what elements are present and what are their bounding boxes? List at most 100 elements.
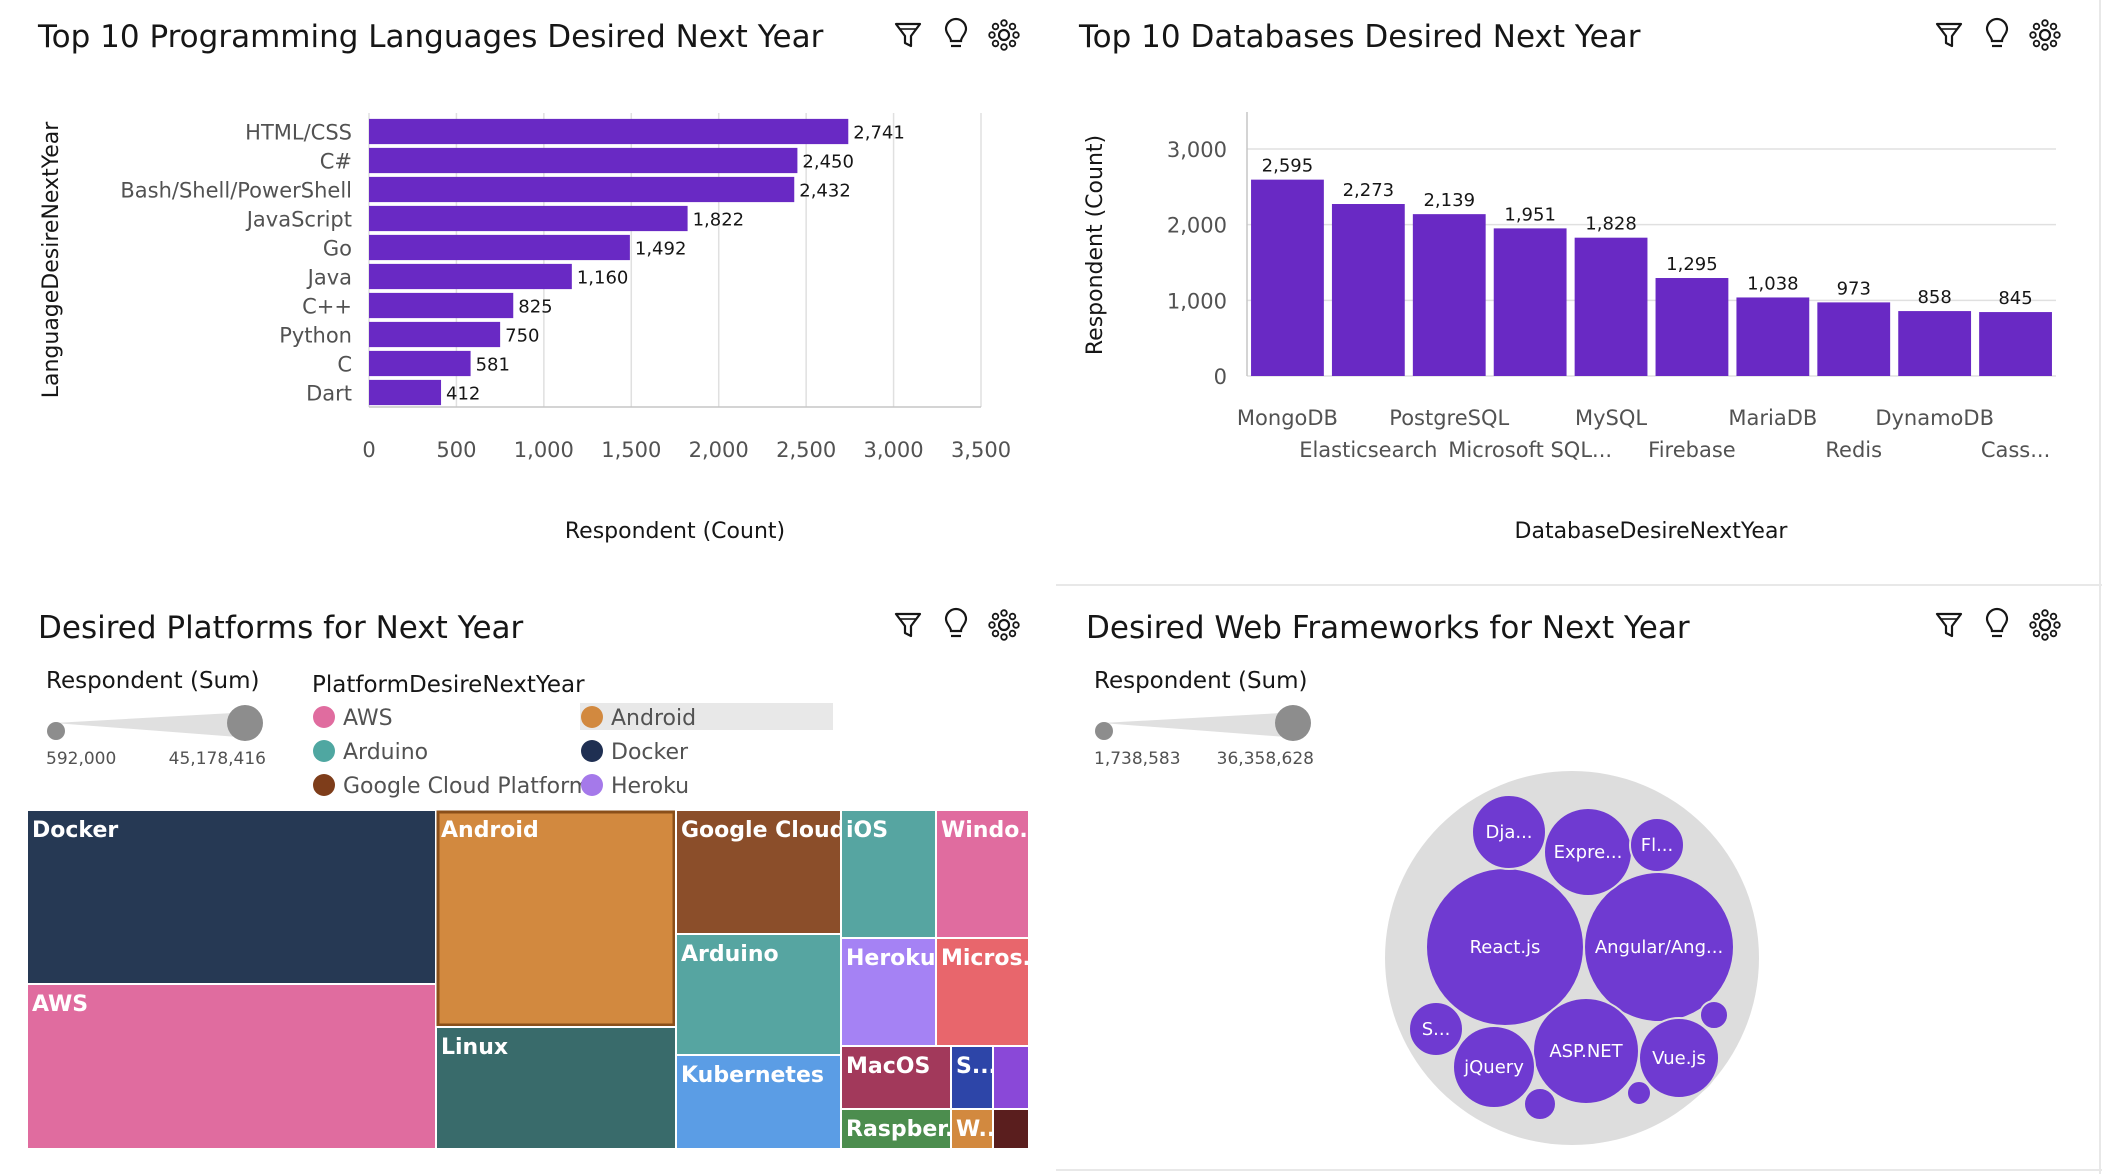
lightbulb-icon[interactable] — [944, 17, 968, 48]
settings-icon-dot — [2029, 31, 2037, 39]
legend-swatch[interactable] — [581, 706, 603, 728]
bar[interactable] — [369, 263, 572, 290]
lightbulb-icon[interactable] — [1985, 607, 2009, 638]
settings-icon-dot — [2032, 612, 2041, 621]
settings-icon-dot — [1000, 633, 1008, 641]
filter-icon[interactable] — [894, 612, 922, 638]
treemap-tile[interactable] — [992, 1108, 1030, 1150]
languages-title: Top 10 Programming Languages Desired Nex… — [37, 19, 824, 55]
y-tick-label: 3,000 — [1167, 138, 1227, 162]
bar[interactable] — [1574, 237, 1648, 376]
bar[interactable] — [369, 147, 798, 174]
settings-icon[interactable] — [2029, 19, 2061, 51]
bar[interactable] — [1979, 312, 2052, 376]
bar[interactable] — [369, 118, 849, 145]
legend-label: Heroku — [611, 774, 689, 799]
legend-swatch[interactable] — [313, 706, 335, 728]
treemap-tile[interactable] — [435, 1026, 677, 1150]
bar[interactable] — [1493, 228, 1567, 376]
settings-icon-dot — [1008, 39, 1017, 48]
bubble-label: Angular/Ang... — [1595, 937, 1723, 958]
settings-icon-dot — [988, 621, 996, 629]
filter-icon[interactable] — [1935, 612, 1963, 638]
y-tick-label: Python — [279, 324, 352, 348]
bar[interactable] — [1817, 302, 1891, 376]
size-legend-min-marker — [47, 722, 65, 740]
bar[interactable] — [369, 292, 514, 319]
settings-icon-dot — [2041, 43, 2049, 51]
treemap-tile[interactable] — [840, 1108, 952, 1150]
filter-icon-shape — [894, 612, 922, 638]
filter-icon-shape — [1935, 612, 1963, 638]
tile-label: Arduino — [681, 942, 779, 967]
lightbulb-icon[interactable] — [1985, 17, 2009, 48]
settings-icon-dot — [2053, 31, 2061, 39]
treemap-tile[interactable] — [435, 809, 677, 1028]
lightbulb-icon[interactable] — [944, 607, 968, 638]
data-label: 2,139 — [1423, 190, 1475, 211]
legend-swatch[interactable] — [313, 740, 335, 762]
size-legend-max-marker — [227, 705, 263, 741]
bar[interactable] — [369, 205, 688, 232]
bar[interactable] — [369, 379, 442, 406]
treemap-tile[interactable] — [950, 1108, 994, 1150]
filter-icon[interactable] — [1935, 22, 1963, 48]
legend-swatch[interactable] — [581, 774, 603, 796]
bubble[interactable] — [1626, 1080, 1652, 1106]
bar[interactable] — [369, 176, 795, 203]
tile-label: Micros... — [941, 946, 1048, 971]
bubble[interactable] — [1408, 1001, 1464, 1057]
treemap-tile[interactable] — [26, 983, 437, 1150]
settings-icon-dot — [2041, 19, 2049, 27]
bubble-label: React.js — [1470, 937, 1541, 958]
x-tick-label: 3,500 — [951, 438, 1011, 462]
settings-icon-dot — [1012, 31, 1020, 39]
bubble-label: S... — [1422, 1019, 1451, 1040]
treemap-tile[interactable] — [675, 933, 842, 1056]
legend-swatch[interactable] — [313, 774, 335, 796]
settings-icon[interactable] — [988, 609, 1020, 641]
treemap-tile[interactable] — [992, 1045, 1030, 1110]
bubble[interactable] — [1638, 1017, 1720, 1099]
treemap-tile[interactable] — [675, 1054, 842, 1150]
size-legend-min-label: 592,000 — [46, 749, 116, 769]
settings-icon[interactable] — [2029, 609, 2061, 641]
lightbulb-icon-bulb — [1985, 17, 2009, 43]
bubble[interactable] — [1629, 817, 1685, 873]
bar[interactable] — [369, 321, 501, 348]
legend-label: Docker — [611, 740, 689, 765]
legend-swatch[interactable] — [581, 740, 603, 762]
bubble[interactable] — [1452, 1025, 1536, 1109]
bubble[interactable] — [1471, 794, 1547, 870]
y-tick-label: 1,000 — [1167, 289, 1227, 313]
bar[interactable] — [1736, 297, 1810, 376]
treemap-tile[interactable] — [26, 809, 437, 985]
bubble[interactable] — [1523, 1087, 1557, 1121]
treemap-tile[interactable] — [840, 809, 937, 939]
bar[interactable] — [1331, 204, 1405, 376]
size-legend-title: Respondent (Sum) — [46, 668, 260, 694]
data-label: 1,160 — [577, 268, 629, 289]
x-tick-label: 2,500 — [776, 438, 836, 462]
treemap-tile[interactable] — [935, 937, 1030, 1047]
treemap-tile[interactable] — [935, 809, 1030, 939]
settings-icon-dot — [1000, 19, 1008, 27]
settings-icon-dot — [1008, 22, 1017, 31]
treemap-tile[interactable] — [840, 937, 937, 1047]
settings-icon-center — [997, 618, 1011, 632]
x-tick-label: Firebase — [1648, 438, 1736, 462]
bar[interactable] — [369, 350, 471, 377]
bar[interactable] — [1251, 179, 1324, 376]
bar[interactable] — [369, 234, 630, 261]
lightbulb-icon-bulb — [944, 17, 968, 43]
lightbulb-icon-bulb — [944, 607, 968, 633]
bar[interactable] — [1898, 311, 1972, 376]
bubble[interactable] — [1699, 1000, 1729, 1030]
filter-icon[interactable] — [894, 22, 922, 48]
data-label: 825 — [518, 297, 552, 318]
bar[interactable] — [1655, 278, 1729, 376]
bar[interactable] — [1412, 214, 1486, 376]
legend-label: AWS — [343, 706, 393, 731]
settings-icon[interactable] — [988, 19, 1020, 51]
